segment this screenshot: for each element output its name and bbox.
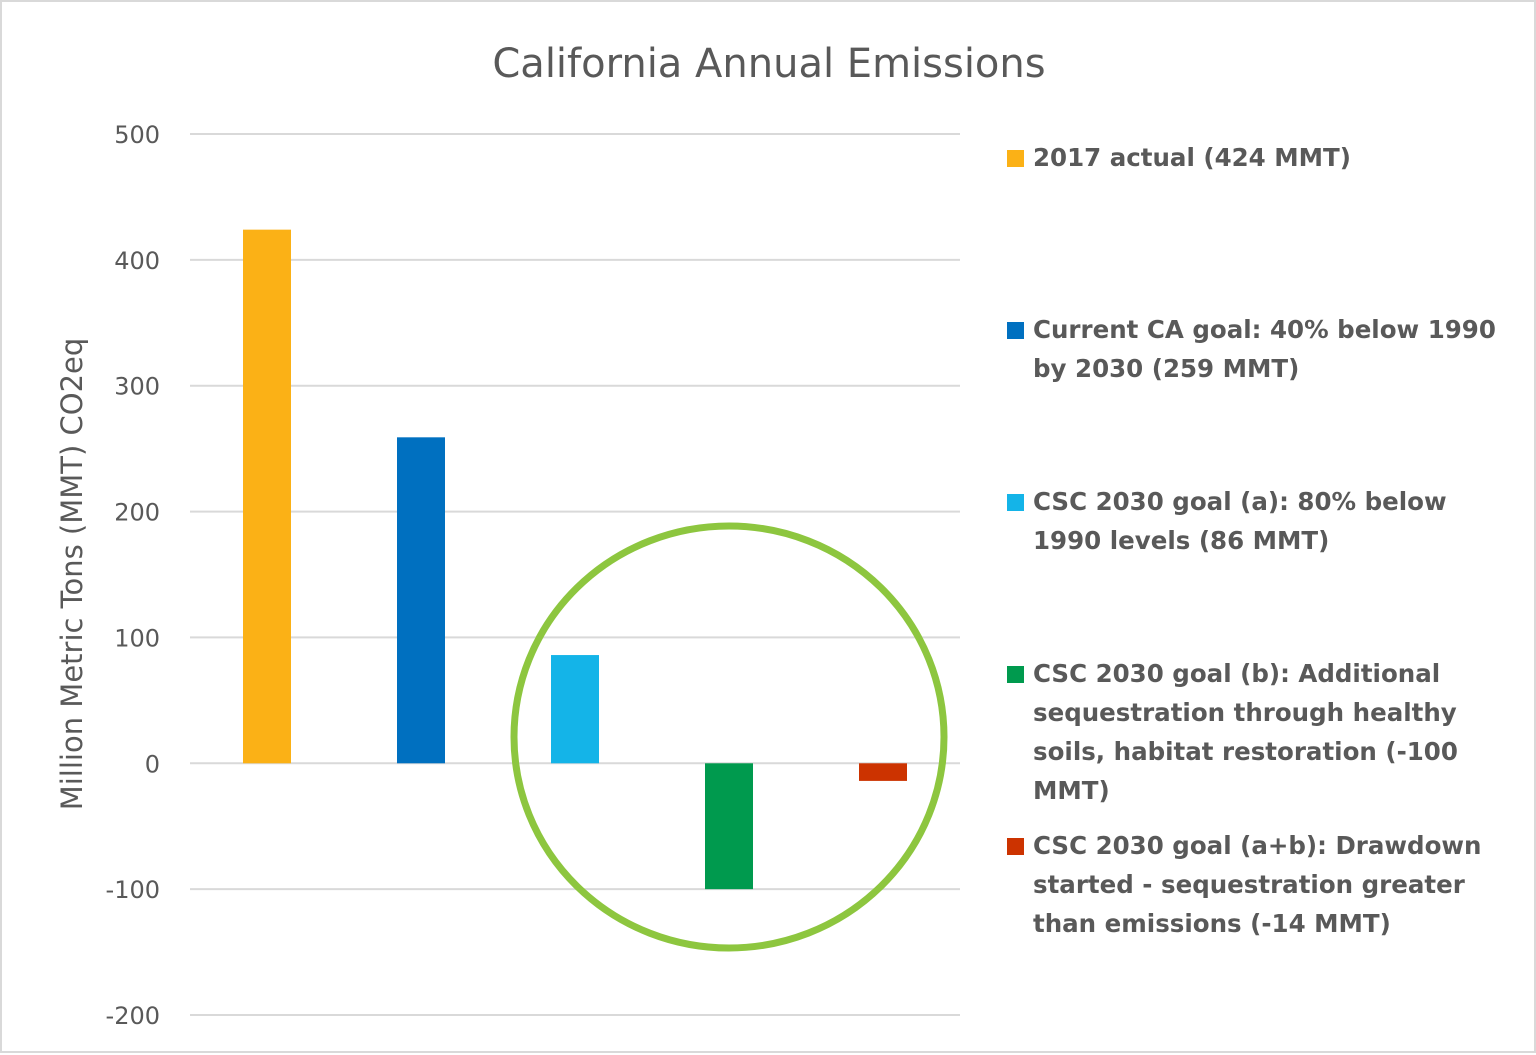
legend-label: 2017 actual (424 MMT) <box>1033 143 1351 172</box>
y-tick-label: -200 <box>106 1002 160 1030</box>
chart-title: California Annual Emissions <box>492 41 1045 87</box>
bar-2 <box>397 437 445 764</box>
legend-item: CSC 2030 goal (a): 80% below 1990 levels… <box>1007 482 1523 560</box>
legend-item: 2017 actual (424 MMT) <box>1007 138 1523 177</box>
legend-item: CSC 2030 goal (b): Additional sequestrat… <box>1007 654 1523 810</box>
y-tick-label: 200 <box>114 499 160 527</box>
legend-swatch <box>1007 322 1024 339</box>
legend-label: CSC 2030 goal (b): Additional sequestrat… <box>1033 659 1458 805</box>
legend-swatch <box>1007 150 1024 167</box>
legend-item: CSC 2030 goal (a+b): Drawdown started - … <box>1007 826 1523 943</box>
legend-swatch <box>1007 838 1024 855</box>
y-tick-label: 400 <box>114 247 160 275</box>
highlight-circle <box>510 522 948 952</box>
bar-3 <box>551 655 599 764</box>
legend-item: Current CA goal: 40% below 1990 by 2030 … <box>1007 310 1523 388</box>
y-tick-label: 100 <box>114 624 160 652</box>
y-tick-label: -100 <box>106 876 160 904</box>
y-tick-label: 0 <box>145 750 160 778</box>
legend-label: CSC 2030 goal (a): 80% below 1990 levels… <box>1033 487 1447 555</box>
y-tick-label: 500 <box>114 121 160 149</box>
bars <box>243 229 907 890</box>
bar-5 <box>859 763 907 781</box>
bar-1 <box>243 229 291 764</box>
legend-swatch <box>1007 666 1024 683</box>
y-tick-label: 300 <box>114 373 160 401</box>
y-axis-label: Million Metric Tons (MMT) CO2eq <box>55 338 89 811</box>
legend-label: CSC 2030 goal (a+b): Drawdown started - … <box>1033 831 1482 938</box>
legend-swatch <box>1007 494 1024 511</box>
y-axis-ticks: 500 400 300 200 100 0 -100 -200 <box>106 121 160 1030</box>
bar-4 <box>705 763 753 890</box>
legend-label: Current CA goal: 40% below 1990 by 2030 … <box>1033 315 1496 383</box>
